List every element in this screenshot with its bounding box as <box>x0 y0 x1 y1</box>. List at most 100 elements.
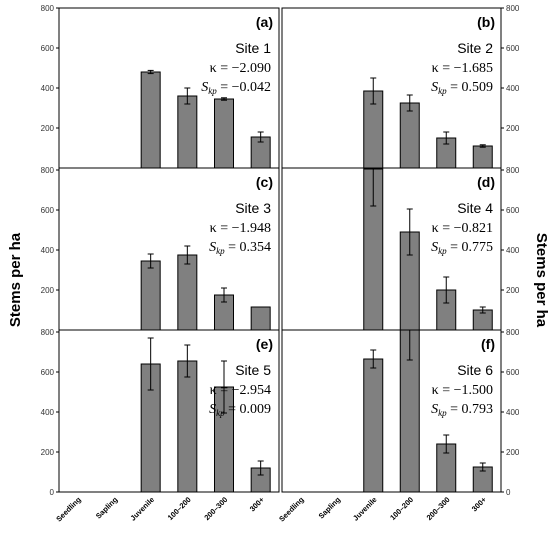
plot-area <box>363 77 493 168</box>
bar <box>177 95 198 168</box>
y-tick-label: 400 <box>41 84 55 93</box>
kappa-stat: κ = −2.090 <box>210 61 271 76</box>
skp-value: = 0.354 <box>225 240 271 255</box>
site-label: Site 3 <box>235 200 271 216</box>
site-label: Site 5 <box>235 362 271 378</box>
bar <box>177 254 198 330</box>
kappa-stat: κ = −1.685 <box>432 61 493 76</box>
y-tick-label: 400 <box>506 84 520 93</box>
x-tick-label: 100–200 <box>388 495 415 522</box>
y-tick-label: 200 <box>506 286 520 295</box>
y-tick-label: 200 <box>506 124 520 133</box>
skp-symbol: S <box>209 240 216 255</box>
y-tick-label: 800 <box>506 166 520 175</box>
skp-value: = 0.793 <box>447 402 493 417</box>
panel-5: 0 200 400 600 800 (e) Site 5 κ = −2.954 Skp = 0.… <box>41 328 280 524</box>
site-label: Site 6 <box>457 362 493 378</box>
skp-value: = 0.509 <box>447 80 493 95</box>
panel-label: (e) <box>256 336 273 352</box>
y-tick-label: 0 <box>506 488 511 497</box>
skp-subscript: kp <box>216 408 225 418</box>
y-tick-label: 800 <box>41 4 55 13</box>
y-tick-label: 600 <box>41 44 55 53</box>
kappa-stat: κ = −1.500 <box>432 383 493 398</box>
kappa-stat: κ = −1.948 <box>210 221 271 236</box>
x-tick-label: 200–300 <box>202 495 229 522</box>
skp-symbol: S <box>201 80 208 95</box>
plot-area <box>140 69 271 168</box>
skp-stat: Skp = 0.009 <box>209 402 271 418</box>
x-tick-label: 300+ <box>248 495 267 514</box>
panel-frame <box>281 329 502 493</box>
bar <box>214 98 234 168</box>
skp-stat: Skp = 0.354 <box>209 240 271 256</box>
x-tick-label: Seedling <box>54 495 83 524</box>
y-tick-label: 400 <box>41 408 55 417</box>
panel-label: (b) <box>477 14 495 30</box>
skp-stat: Skp = −0.042 <box>201 80 271 96</box>
bar <box>472 145 493 168</box>
panel-2: 200 400 600 800 (b) Site 2 κ = −1.685 Skp = 0.5… <box>281 4 520 169</box>
panel-3: 200 400 600 800 (c) Site 3 κ = −1.948 Skp = 0.3… <box>41 166 280 331</box>
y-tick-label: 600 <box>41 368 55 377</box>
x-tick-label: 300+ <box>470 495 489 514</box>
panel-label: (f) <box>481 336 495 352</box>
x-tick-label: Sapling <box>94 495 120 521</box>
y-tick-label: 800 <box>506 4 520 13</box>
x-tick-label: Sapling <box>317 495 343 521</box>
bar <box>399 102 420 168</box>
x-tick-label: 200–300 <box>425 495 452 522</box>
skp-subscript: kp <box>208 86 217 96</box>
plot-area <box>363 168 493 330</box>
plot-area <box>363 330 493 492</box>
bar <box>399 330 420 492</box>
panel-label: (a) <box>256 14 273 30</box>
skp-stat: Skp = 0.775 <box>431 240 493 256</box>
panel-label: (d) <box>477 174 495 190</box>
skp-subscript: kp <box>438 86 447 96</box>
bar <box>250 306 271 330</box>
skp-subscript: kp <box>438 246 447 256</box>
site-label: Site 4 <box>457 200 493 216</box>
y-tick-label: 600 <box>506 206 520 215</box>
y-tick-label: 600 <box>506 44 520 53</box>
y-tick-label: 600 <box>41 206 55 215</box>
plot-area <box>140 337 271 492</box>
skp-stat: Skp = 0.793 <box>431 402 493 418</box>
y-axis-label-left: Stems per ha <box>7 232 24 327</box>
skp-symbol: S <box>209 402 216 417</box>
y-axis-label-right: Stems per ha <box>533 233 550 328</box>
panel-6: 0 200 400 600 800 (f) Site 6 κ = −1.500 Skp = 0.… <box>277 328 520 524</box>
x-tick-label: Juvenile <box>128 495 156 523</box>
plot-area <box>140 245 271 330</box>
site-label: Site 2 <box>457 40 493 56</box>
y-tick-label: 200 <box>41 448 55 457</box>
x-tick-label: 100–200 <box>166 495 193 522</box>
kappa-stat: κ = −2.954 <box>210 383 271 398</box>
skp-value: = 0.775 <box>447 240 493 255</box>
panel-frame <box>58 329 280 493</box>
skp-value: = −0.042 <box>217 80 271 95</box>
y-tick-label: 800 <box>506 328 520 337</box>
bar <box>363 358 384 492</box>
x-tick-label: Juvenile <box>351 495 379 523</box>
y-tick-label: 800 <box>41 328 55 337</box>
skp-stat: Skp = 0.509 <box>431 80 493 96</box>
y-tick-label: 800 <box>41 166 55 175</box>
skp-subscript: kp <box>216 246 225 256</box>
bar <box>140 260 161 330</box>
y-tick-label: 0 <box>50 488 55 497</box>
bar <box>177 360 198 492</box>
y-tick-label: 200 <box>41 124 55 133</box>
panel-label: (c) <box>256 174 273 190</box>
y-tick-label: 200 <box>506 448 520 457</box>
skp-subscript: kp <box>438 408 447 418</box>
skp-symbol: S <box>431 240 438 255</box>
y-tick-label: 200 <box>41 286 55 295</box>
skp-value: = 0.009 <box>225 402 271 417</box>
site-label: Site 1 <box>235 40 271 56</box>
kappa-stat: κ = −0.821 <box>432 221 493 236</box>
